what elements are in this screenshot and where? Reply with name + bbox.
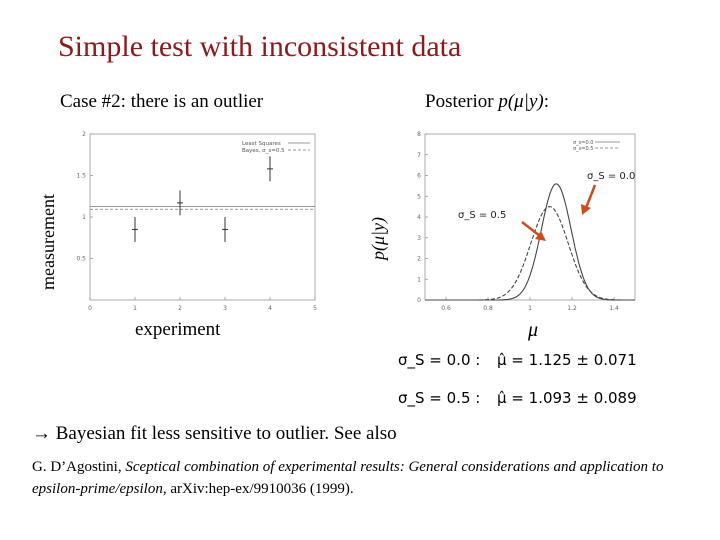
arrow-head	[535, 231, 546, 241]
result-value-0: μ̂ = 1.125 ± 0.071	[497, 351, 637, 369]
result-label-1: σ_S = 0.5 :	[398, 389, 481, 407]
posterior-formula: p(μ|y)	[498, 91, 544, 112]
citation: G. D’Agostini, Sceptical combination of …	[32, 456, 712, 500]
case-label: Case #2: there is an outlier	[60, 91, 264, 112]
y-tick-label: 1	[417, 276, 421, 283]
footer-note: → Bayesian fit less sensitive to outlier…	[32, 423, 397, 444]
x-tick-label: 0	[88, 305, 92, 312]
y-tick-label: 7	[417, 152, 421, 159]
legend-label: Bayes, σ_s=0.5	[242, 148, 285, 154]
legend-label: Least Squares	[242, 141, 281, 147]
plot-frame	[89, 133, 316, 301]
posterior-curve-sigma-0.5	[425, 206, 635, 301]
result-value-1: μ̂ = 1.093 ± 0.089	[497, 389, 637, 407]
arrow-head	[581, 204, 591, 215]
x-tick-label: 2	[178, 305, 182, 312]
x-tick-label: 1.2	[567, 305, 577, 312]
arrow-line	[584, 184, 597, 209]
legend-label: σ_s=0.5	[573, 146, 593, 152]
legend-label: σ_s=0.0	[573, 140, 593, 146]
citation-ref: , arXiv:hep-ex/9910036 (1999).	[162, 481, 354, 497]
left-chart-xlabel: experiment	[135, 319, 221, 340]
y-tick-label: 0.5	[76, 256, 86, 263]
y-tick-label: 2	[82, 131, 86, 138]
y-tick-label: 1	[82, 214, 86, 221]
x-tick-label: 1.4	[609, 305, 619, 312]
right-chart-xlabel: μ	[528, 319, 539, 341]
x-tick-label: 0.6	[441, 305, 451, 312]
posterior-curve-sigma-0	[425, 183, 635, 301]
y-tick-label: 3	[417, 235, 421, 242]
posterior-label: Posterior p(μ|y):	[425, 91, 549, 113]
x-tick-label: 4	[268, 305, 272, 312]
slide-title: Simple test with inconsistent data	[58, 30, 462, 63]
y-tick-label: 8	[417, 131, 421, 138]
posterior-suffix: :	[543, 91, 549, 112]
annotation-sigma-0.5: σ_S = 0.5	[458, 210, 506, 221]
x-tick-label: 1	[133, 305, 137, 312]
x-tick-label: 5	[313, 305, 317, 312]
result-label-0: σ_S = 0.0 :	[398, 351, 481, 369]
annotation-sigma-0: σ_S = 0.0	[587, 171, 635, 182]
citation-title: Sceptical combination of experimental re…	[32, 459, 664, 497]
x-tick-label: 0.8	[483, 305, 493, 312]
y-tick-label: 6	[417, 173, 421, 180]
posterior-chart: 0.6 0.8 1 1.2 1.4 0 1 2 3 4 5 6 7 8 σ_s=0.0σ_s=0.5 σ_…	[417, 131, 636, 312]
posterior-prefix: Posterior	[425, 91, 499, 112]
citation-author: G. D’Agostini,	[32, 459, 126, 475]
y-tick-label: 0	[417, 297, 421, 304]
left-chart-ylabel: measurement	[38, 194, 58, 290]
x-tick-label: 1	[528, 305, 532, 312]
y-tick-label: 5	[417, 193, 421, 200]
y-tick-label: 2	[417, 256, 421, 263]
right-chart-ylabel: p(μ|y)	[368, 217, 388, 260]
x-tick-label: 3	[223, 305, 227, 312]
arrow-line	[521, 221, 541, 237]
y-tick-label: 1.5	[76, 173, 86, 180]
y-tick-label: 4	[417, 214, 421, 221]
